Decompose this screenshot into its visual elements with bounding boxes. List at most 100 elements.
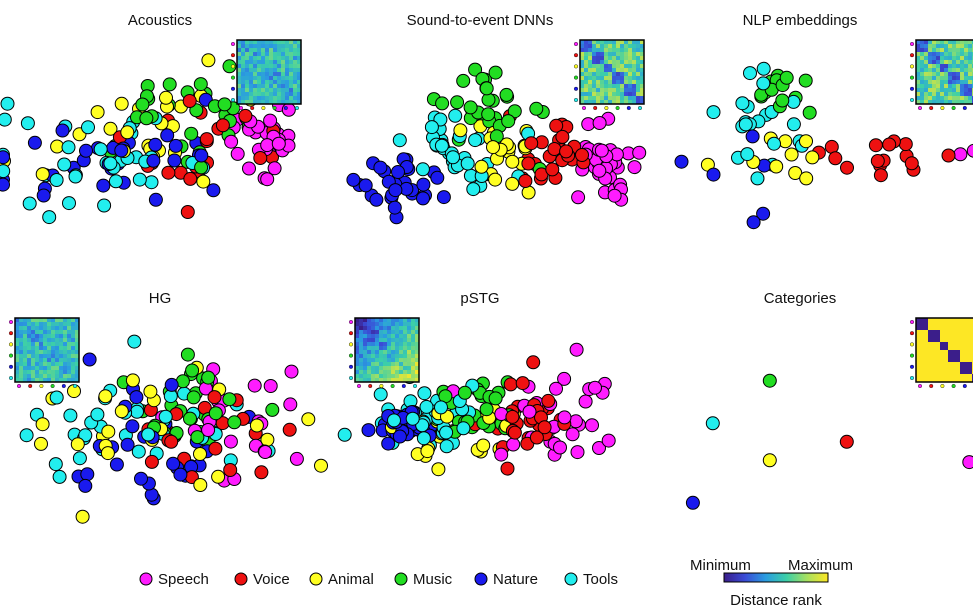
matrix-cell (35, 362, 40, 367)
matrix-cell (289, 56, 294, 61)
matrix-cell (584, 64, 589, 69)
matrix-cell (944, 60, 949, 65)
matrix-cell (624, 48, 629, 53)
matrix-col-marker (940, 384, 945, 389)
matrix-cell (383, 370, 388, 375)
point-tools (0, 112, 12, 127)
matrix-cell (920, 100, 925, 105)
matrix-cell (257, 48, 262, 53)
matrix-cell (415, 346, 420, 351)
matrix-cell (71, 362, 76, 367)
point-music (227, 415, 242, 430)
point-nature (706, 167, 721, 182)
matrix-cell (952, 84, 957, 89)
matrix-cell (245, 60, 250, 65)
matrix-cell (297, 80, 302, 85)
matrix-cell (31, 326, 36, 331)
point-speech (632, 145, 647, 160)
matrix-cell (928, 334, 933, 339)
matrix-cell (59, 338, 64, 343)
matrix-cell (367, 346, 372, 351)
matrix-cell (916, 52, 921, 57)
matrix-cell (640, 96, 645, 101)
matrix-cell (415, 342, 420, 347)
matrix-cell (600, 52, 605, 57)
matrix-cell (407, 350, 412, 355)
matrix-cell (293, 48, 298, 53)
matrix-cell (608, 80, 613, 85)
matrix-cell (928, 100, 933, 105)
matrix-cell (51, 354, 56, 359)
matrix-cell (253, 80, 258, 85)
matrix-cell (968, 318, 973, 323)
point-tools (49, 173, 64, 187)
point-nature (166, 456, 181, 471)
matrix-cell (936, 326, 941, 331)
matrix-row-marker (349, 320, 354, 325)
matrix-cell (944, 350, 949, 355)
matrix-cell (403, 342, 408, 347)
matrix-cell (371, 346, 376, 351)
matrix-cell (932, 366, 937, 371)
matrix-cell (71, 366, 76, 371)
matrix-cell (928, 40, 933, 45)
matrix-cell (253, 96, 258, 101)
matrix-cell (920, 366, 925, 371)
matrix-cell (952, 92, 957, 97)
matrix-cell (237, 48, 242, 53)
point-nature (391, 165, 405, 179)
matrix-cell (584, 88, 589, 93)
matrix-cell (245, 92, 250, 97)
matrix-cell (932, 322, 937, 327)
matrix-cell (592, 56, 597, 61)
point-speech (557, 410, 572, 425)
matrix-col-marker (918, 105, 923, 110)
matrix-cell (245, 56, 250, 61)
matrix-cell (269, 96, 274, 101)
matrix-cell (624, 76, 629, 81)
point-tools (419, 399, 434, 414)
matrix-cell (293, 40, 298, 45)
matrix-cell (407, 358, 412, 363)
matrix-cell (297, 56, 302, 61)
point-animal (420, 444, 435, 459)
matrix-cell (47, 338, 52, 343)
matrix-cell (628, 68, 633, 73)
matrix-cell (297, 76, 302, 81)
matrix-cell (363, 358, 368, 363)
matrix-cell (620, 84, 625, 89)
matrix-cell (55, 346, 60, 351)
matrix-cell (67, 322, 72, 327)
matrix-cell (928, 72, 933, 77)
matrix-cell (281, 96, 286, 101)
matrix-cell (249, 92, 254, 97)
matrix-cell (584, 76, 589, 81)
matrix-cell (265, 92, 270, 97)
point-speech (601, 433, 616, 448)
matrix-cell (916, 370, 921, 375)
matrix-cell (624, 56, 629, 61)
point-music (194, 160, 209, 175)
point-animal (34, 436, 48, 451)
matrix-cell (924, 338, 929, 343)
matrix-cell (23, 378, 28, 383)
point-voice (208, 441, 223, 456)
point-speech (627, 160, 642, 175)
matrix-cell (948, 378, 953, 383)
matrix-col-marker (918, 384, 923, 389)
matrix-cell (253, 56, 258, 61)
matrix-col-marker (368, 384, 373, 389)
matrix-cell (277, 72, 282, 77)
point-tools (93, 142, 108, 157)
point-nature (129, 390, 144, 405)
matrix-cell (616, 76, 621, 81)
matrix-cell (948, 44, 953, 49)
matrix-cell (932, 96, 937, 101)
point-speech (585, 418, 599, 433)
matrix-cell (920, 374, 925, 379)
matrix-cell (293, 92, 298, 97)
matrix-cell (616, 80, 621, 85)
matrix-cell (363, 342, 368, 347)
matrix-cell (928, 346, 933, 351)
matrix-cell (289, 60, 294, 65)
